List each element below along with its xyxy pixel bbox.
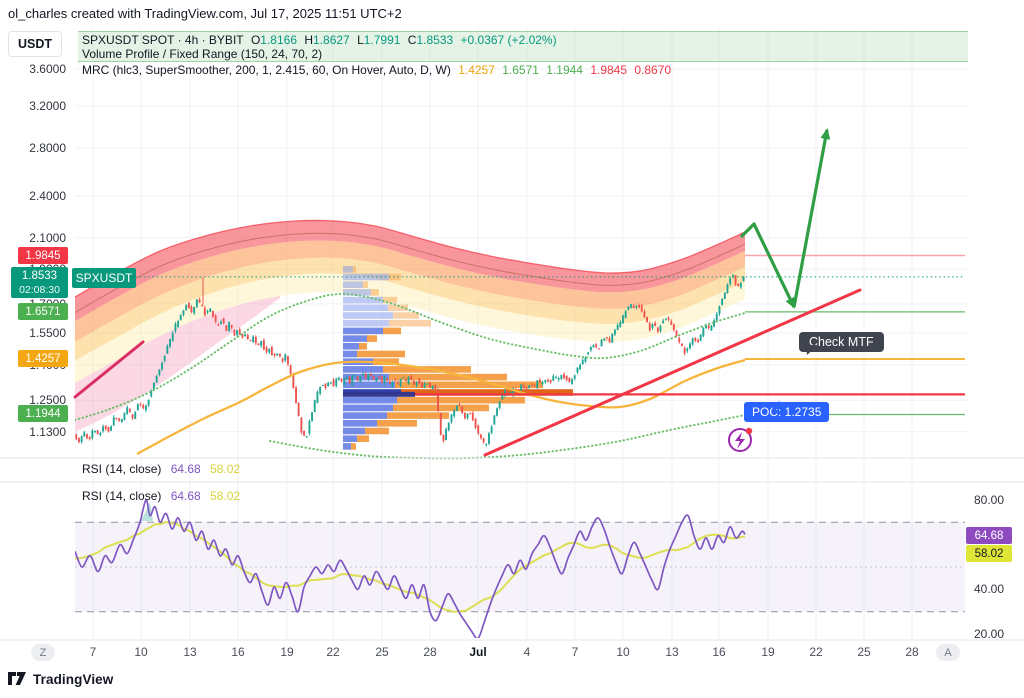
legend-highlight-band	[78, 31, 968, 62]
close-label: C	[407, 33, 417, 47]
time-axis-label: 16	[712, 645, 726, 659]
rsi-axis-label: 20.00	[974, 627, 1005, 641]
watermark-z-badge: Z	[31, 644, 55, 661]
mrc-label: MRC (hlc3, SuperSmoother, 200, 1, 2.415,…	[82, 63, 451, 77]
pane-separators	[0, 457, 1024, 641]
time-axis-label: 22	[809, 645, 823, 659]
rsi-value-badge: 64.68	[966, 527, 1012, 544]
price-axis-label: 1.1300	[29, 425, 66, 439]
trendlines	[73, 288, 862, 457]
time-axis-label: 28	[423, 645, 437, 659]
price-axis-label: 1.5500	[29, 326, 66, 340]
currency-toggle-button[interactable]: USDT	[8, 31, 62, 57]
mrc-mean-value: 1.4257	[458, 63, 495, 77]
candles	[75, 273, 745, 447]
time-axis-label: 16	[231, 645, 245, 659]
time-axis-label: 13	[183, 645, 197, 659]
time-axis-label: 25	[857, 645, 871, 659]
close-value: 1.8533	[416, 33, 454, 47]
mrc-legend-row[interactable]: MRC (hlc3, SuperSmoother, 200, 1, 2.415,…	[82, 63, 675, 77]
time-axis-label: 25	[375, 645, 389, 659]
price-badge-mean: 1.4257	[18, 350, 68, 367]
time-axis-label: 10	[134, 645, 148, 659]
volume-profile-label: Volume Profile / Fixed Range (150, 24, 7…	[82, 47, 323, 61]
low-value: 1.7991	[363, 33, 401, 47]
time-axis-label: 10	[616, 645, 630, 659]
last-price-value: 1.8533	[21, 269, 58, 282]
rsi-ma-value: 58.02	[210, 462, 241, 476]
bar-countdown: 02:08:30	[19, 283, 60, 296]
low-label: L	[357, 33, 364, 47]
rsi-axis-label: 80.00	[974, 493, 1005, 507]
symbol-flag-label: SPXUSDT	[72, 268, 136, 288]
check-mtf-note[interactable]: Check MTF	[799, 332, 884, 352]
price-axis-label: 1.2500	[29, 393, 66, 407]
time-axis-label: 19	[761, 645, 775, 659]
rsi-value: 64.68	[170, 462, 201, 476]
rsi-title: RSI (14, close)	[82, 489, 162, 503]
rsi-ma-value: 58.02	[210, 489, 241, 503]
rsi-title: RSI (14, close)	[82, 462, 162, 476]
tradingview-logo-icon	[8, 672, 26, 685]
volume-profile-legend-row[interactable]: Volume Profile / Fixed Range (150, 24, 7…	[82, 47, 326, 61]
time-axis-label: 7	[571, 645, 579, 659]
price-axis-label: 2.1000	[29, 231, 66, 245]
time-axis-label: Jul	[469, 645, 487, 659]
time-axis-label: 28	[905, 645, 919, 659]
rsi-legend-row[interactable]: RSI (14, close) 64.68 58.02	[82, 489, 240, 503]
mrc-r2-value: 1.9845	[590, 63, 628, 77]
high-label: H	[304, 33, 314, 47]
tradingview-logo-text: TradingView	[33, 672, 114, 687]
change-value: +0.0367 (+2.02%)	[460, 33, 557, 47]
open-value: 1.8166	[260, 33, 297, 47]
price-axis-label: 3.2000	[29, 99, 66, 113]
symbol-title: SPXUSDT SPOT · 4h · BYBIT	[82, 33, 244, 47]
tradingview-logo[interactable]: TradingView	[8, 671, 113, 688]
price-axis-label: 2.4000	[29, 189, 66, 203]
open-label: O	[250, 33, 261, 47]
symbol-legend-row[interactable]: SPXUSDT SPOT · 4h · BYBIT O1.8166 H1.862…	[82, 33, 561, 47]
mrc-s2-value: 0.8670	[634, 63, 672, 77]
mrc-s1-value: 1.1944	[546, 63, 583, 77]
rsi-value: 64.68	[170, 489, 201, 503]
price-badge-s1: 1.1944	[18, 405, 68, 422]
price-badge-r1: 1.6571	[18, 303, 68, 320]
time-axis-label: 22	[326, 645, 340, 659]
rsi-ma-value-badge: 58.02	[966, 545, 1012, 562]
projection-arrow	[739, 128, 831, 309]
time-axis-label: 4	[523, 645, 531, 659]
time-axis-label: 7	[89, 645, 97, 659]
rsi-axis-label: 40.00	[974, 582, 1005, 596]
mrc-r1-value: 1.6571	[502, 63, 539, 77]
rsi-legend-row-collapsed[interactable]: RSI (14, close) 64.68 58.02	[82, 462, 240, 476]
time-axis-label: 19	[280, 645, 294, 659]
indicator-curves	[75, 292, 746, 460]
price-axis-label: 3.6000	[29, 62, 66, 76]
poc-label: POC: 1.2735	[744, 401, 830, 422]
watermark-a-badge: A	[936, 644, 960, 661]
last-price-badge: 1.8533 02:08:30	[11, 267, 68, 298]
price-badge-r2: 1.9845	[18, 247, 68, 264]
attribution-text: ol_charles created with TradingView.com,…	[8, 6, 402, 21]
price-axis-label: 2.8000	[29, 141, 66, 155]
rsi-pane	[75, 499, 965, 638]
lightning-sticker-icon	[728, 427, 753, 452]
time-axis-label: 13	[665, 645, 679, 659]
high-value: 1.8627	[313, 33, 350, 47]
